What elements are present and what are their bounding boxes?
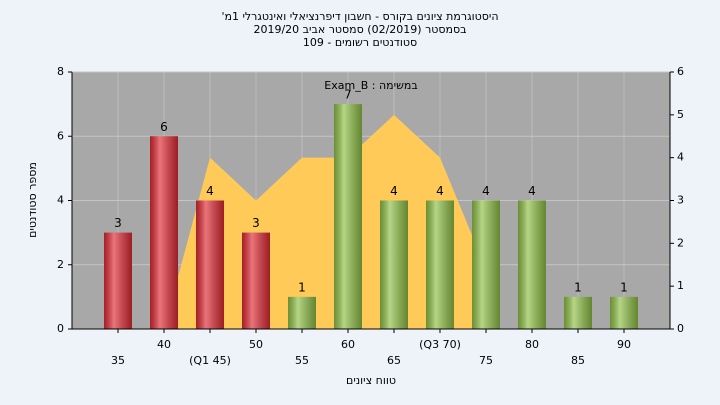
y2-tick-label: 6 <box>677 65 684 78</box>
y2-tick-label: 4 <box>677 151 684 164</box>
bar-shade <box>518 200 546 329</box>
value-label: 1 <box>574 280 582 294</box>
y-tick-label: 6 <box>57 129 64 142</box>
bar-shade <box>564 296 592 329</box>
value-label: 1 <box>298 280 306 294</box>
value-label: 4 <box>436 184 444 198</box>
title-line: 'היסטוגרמת ציונים בקורס - חשבון דיפרנציא… <box>221 10 498 23</box>
value-label: 3 <box>114 216 122 230</box>
x-tick-label: 50 <box>249 338 263 351</box>
x-tick-label: 65 <box>387 354 401 367</box>
x-tick-label: (Q3 70) <box>419 338 461 351</box>
y2-tick-label: 1 <box>677 279 684 292</box>
value-label: 6 <box>160 120 168 134</box>
bar-shade <box>610 296 638 329</box>
bar-shade <box>196 200 224 329</box>
title-line: בסמסטר (02/2019) סמסטר אביב 2019/20 <box>253 23 466 36</box>
value-label: 3 <box>252 216 260 230</box>
x-tick-label: (Q1 45) <box>189 354 231 367</box>
y-tick-label: 4 <box>57 194 64 207</box>
x-tick-label: 60 <box>341 338 355 351</box>
x-axis-label: טווח ציונים <box>346 374 396 387</box>
x-tick-label: 55 <box>295 354 309 367</box>
x-tick-label: 40 <box>157 338 171 351</box>
y-tick-label: 0 <box>57 322 64 335</box>
bar-shade <box>380 200 408 329</box>
bar-shade <box>288 296 316 329</box>
title-line: סטודנטים רשומים - 109 <box>303 36 417 49</box>
x-tick-label: 35 <box>111 354 125 367</box>
x-tick-label: 85 <box>571 354 585 367</box>
value-label: 4 <box>206 184 214 198</box>
value-label: 4 <box>482 184 490 198</box>
bar-shade <box>334 104 362 329</box>
bar-shade <box>426 200 454 329</box>
y2-tick-label: 2 <box>677 236 684 249</box>
y2-tick-label: 3 <box>677 194 684 207</box>
bar-shade <box>472 200 500 329</box>
y-tick-label: 8 <box>57 65 64 78</box>
y-tick-label: 2 <box>57 258 64 271</box>
bar-shade <box>104 232 132 329</box>
value-label: 7 <box>344 88 352 102</box>
y-axis-label: מספר סטודנטים <box>26 162 39 238</box>
y2-tick-label: 0 <box>677 322 684 335</box>
value-label: 4 <box>390 184 398 198</box>
y2-tick-label: 5 <box>677 108 684 121</box>
annotation: Exam_B : במשימה <box>324 79 417 92</box>
bar-shade <box>242 232 270 329</box>
bar-shade <box>150 136 178 329</box>
value-label: 4 <box>528 184 536 198</box>
x-tick-label: 80 <box>525 338 539 351</box>
x-tick-label: 75 <box>479 354 493 367</box>
value-label: 1 <box>620 280 628 294</box>
x-tick-label: 90 <box>617 338 631 351</box>
